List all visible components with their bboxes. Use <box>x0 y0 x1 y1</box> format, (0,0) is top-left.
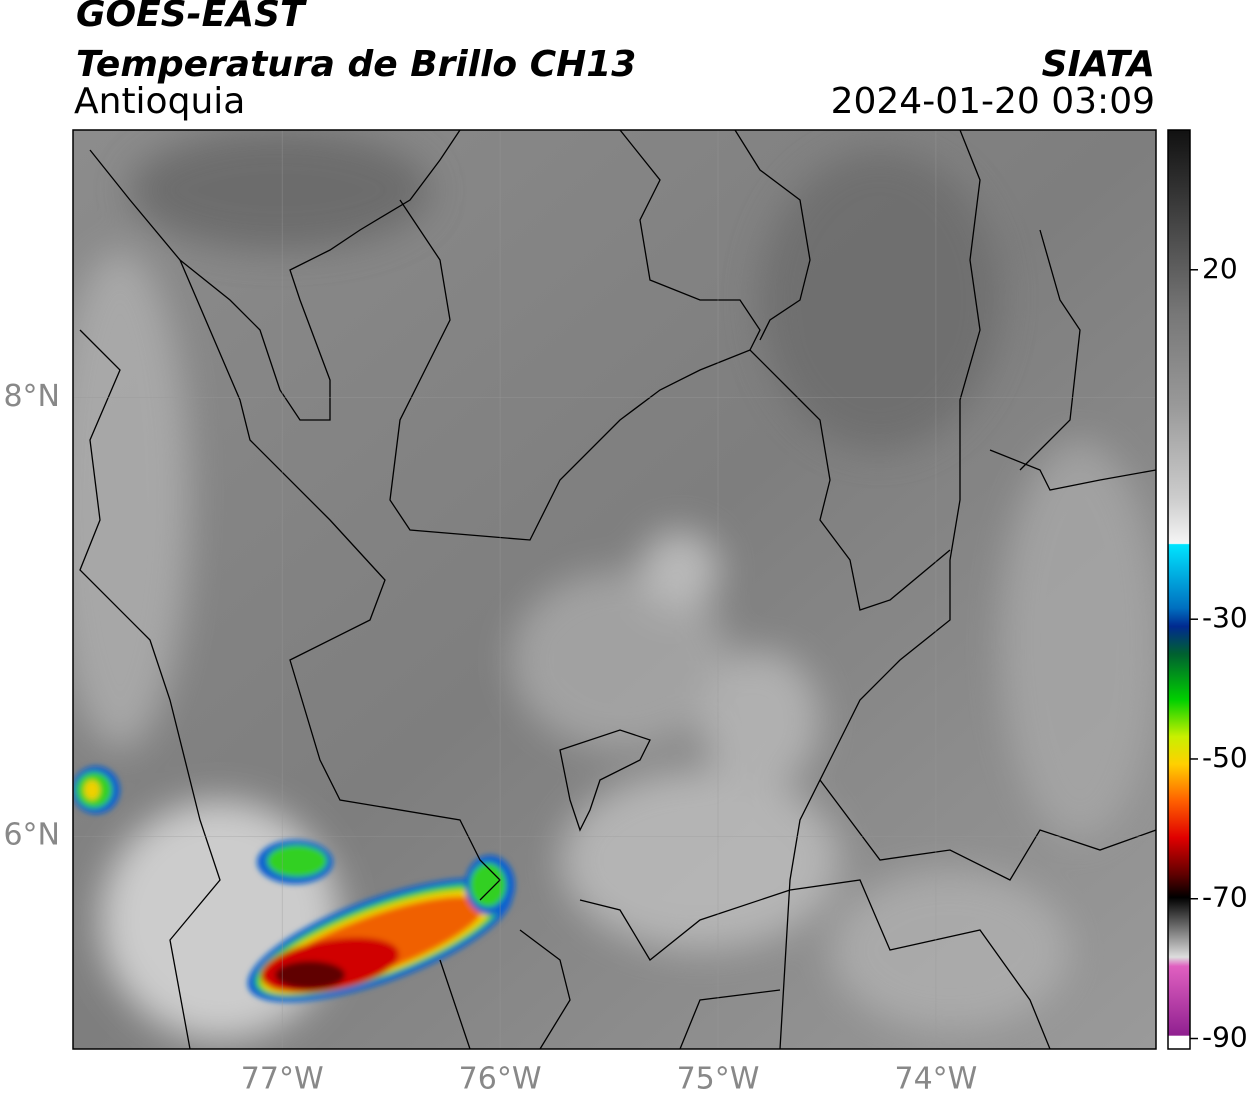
title: GOES-EAST <box>76 0 307 35</box>
colorbar-label: -50 <box>1202 741 1248 774</box>
map-image <box>73 130 1156 1049</box>
colorbar-label: -90 <box>1202 1021 1248 1054</box>
colorbar <box>1167 129 1191 1050</box>
datetime: 2024-01-20 03:09 <box>831 81 1155 122</box>
region: Antioquia <box>74 81 245 122</box>
source: SIATA <box>1042 44 1155 85</box>
graticule: 77°W 76°W 75°W 74°W 8°N 6°N <box>3 130 1156 1097</box>
lon-label: 77°W <box>241 1062 324 1097</box>
colorbar-ticks: 20 -30 -50 -70 -90 <box>1190 252 1248 1054</box>
lat-label: 6°N <box>3 818 60 853</box>
colorbar-label: -70 <box>1202 881 1248 914</box>
colorbar-label: 20 <box>1202 252 1238 285</box>
lon-label: 76°W <box>459 1062 542 1097</box>
lat-label: 8°N <box>3 379 60 414</box>
lon-label: 74°W <box>894 1062 977 1097</box>
subtitle: Temperatura de Brillo CH13 <box>76 44 636 85</box>
map-frame <box>72 129 1157 1050</box>
colorbar-label: -30 <box>1202 601 1248 634</box>
lon-label: 75°W <box>677 1062 760 1097</box>
